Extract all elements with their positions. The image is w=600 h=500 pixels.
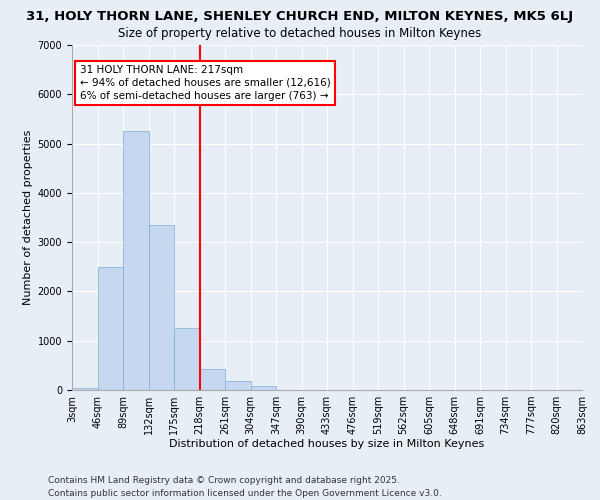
Bar — [199, 369, 225, 390]
Bar — [149, 225, 174, 390]
Bar — [251, 386, 276, 390]
X-axis label: Distribution of detached houses by size in Milton Keynes: Distribution of detached houses by size … — [169, 438, 485, 448]
Text: 31 HOLY THORN LANE: 217sqm
← 94% of detached houses are smaller (12,616)
6% of s: 31 HOLY THORN LANE: 217sqm ← 94% of deta… — [80, 64, 331, 101]
Bar — [174, 328, 199, 390]
Bar — [225, 382, 251, 390]
Bar — [72, 388, 97, 390]
Text: Size of property relative to detached houses in Milton Keynes: Size of property relative to detached ho… — [118, 28, 482, 40]
Bar — [97, 267, 123, 390]
Bar — [123, 131, 149, 390]
Y-axis label: Number of detached properties: Number of detached properties — [23, 130, 34, 305]
Text: 31, HOLY THORN LANE, SHENLEY CHURCH END, MILTON KEYNES, MK5 6LJ: 31, HOLY THORN LANE, SHENLEY CHURCH END,… — [26, 10, 574, 23]
Text: Contains HM Land Registry data © Crown copyright and database right 2025.
Contai: Contains HM Land Registry data © Crown c… — [48, 476, 442, 498]
